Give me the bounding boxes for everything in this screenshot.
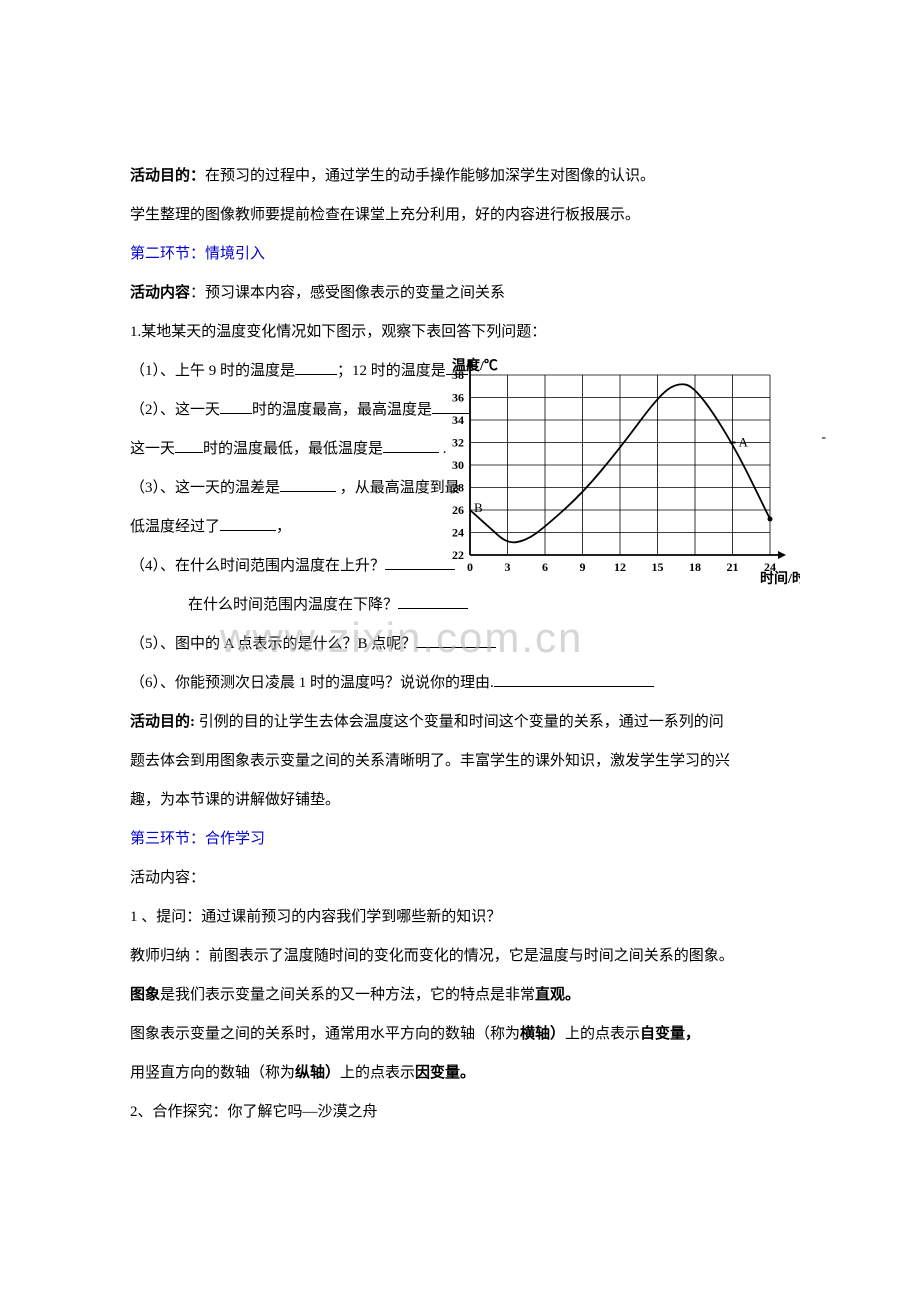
svg-text:22: 22 <box>452 548 464 562</box>
q1-2b: 时的温度最高，最高温度是 <box>252 402 432 418</box>
stage2-goal-1: 活动目的: 引例的目的让学生去体会温度这个变量和时间这个变量的关系，通过一系列的… <box>130 706 790 739</box>
stage3-p5: 用竖直方向的数轴（称为纵轴）上的点表示因变量。 <box>130 1057 790 1090</box>
q1-3d: ， <box>276 519 291 535</box>
stage2-q1: 1.某地某天的温度变化情况如下图示，观察下表回答下列问题： <box>130 316 790 349</box>
svg-text:34: 34 <box>452 413 464 427</box>
stage3-p5c: 上的点表示 <box>340 1065 415 1081</box>
stage2-content: 活动内容：预习课本内容，感受图像表示的变量之间关系 <box>130 277 790 310</box>
blank <box>280 477 336 492</box>
blank <box>220 399 252 414</box>
svg-text:A: A <box>739 435 749 450</box>
q1-6: （6）、你能预测次日凌晨 1 时的温度吗？说说你的理由. <box>130 667 790 700</box>
svg-text:18: 18 <box>689 560 701 574</box>
blank <box>295 360 337 375</box>
blank <box>220 516 276 531</box>
q1-3c-text: 低温度经过了 <box>130 519 220 535</box>
q1-5-text: （5）、图中的 A 点表示的是什么？B 点呢？ <box>130 636 416 652</box>
q1-2a: （2）、这一天 <box>130 402 220 418</box>
svg-text:B: B <box>474 500 483 515</box>
stage2-goal-p1: 引例的目的让学生去体会温度这个变量和时间这个变量的关系，通过一系列的问 <box>195 714 724 730</box>
q1-1a: （1）、上午 9 时的温度是 <box>130 363 295 379</box>
svg-text:28: 28 <box>452 481 464 495</box>
svg-text:21: 21 <box>727 560 739 574</box>
svg-text:9: 9 <box>580 560 586 574</box>
stage2-heading: 第二环节：情境引入 <box>130 238 790 271</box>
stage2-goal-3: 趣，为本节课的讲解做好铺垫。 <box>130 784 790 817</box>
stage3-p1: 1 、提问：通过课前预习的内容我们学到哪些新的知识？ <box>130 901 790 934</box>
svg-text:6: 6 <box>542 560 548 574</box>
stage3-p3: 图象是我们表示变量之间关系的又一种方法，它的特点是非常直观。 <box>130 979 790 1012</box>
stage3-p5b: 纵轴） <box>295 1065 340 1081</box>
blank <box>175 438 203 453</box>
stage3-p5d: 因变量。 <box>415 1065 475 1081</box>
stage3-p4d: 自变量， <box>640 1026 700 1042</box>
q1-2c-text: 这一天 <box>130 441 175 457</box>
stage2-goal-label: 活动目的: <box>130 714 195 730</box>
svg-text:15: 15 <box>652 560 664 574</box>
stage2-content-text: ：预习课本内容，感受图像表示的变量之间关系 <box>190 285 505 301</box>
svg-text:时间/时: 时间/时 <box>760 570 800 585</box>
stage3-p2: 教师归纳 ：前图表示了温度随时间的变化而变化的情况，它是温度与时间之间关系的图象… <box>130 940 790 973</box>
question-chart-row: 22242628303234363803691215182124温度/℃时间/时… <box>130 355 790 622</box>
q1-5: （5）、图中的 A 点表示的是什么？B 点呢？ <box>130 628 790 661</box>
stage3-p4a: 图象表示变量之间的关系时，通常用水平方向的数轴（称为 <box>130 1026 520 1042</box>
blank <box>416 633 496 648</box>
svg-text:36: 36 <box>452 391 464 405</box>
svg-text:3: 3 <box>505 560 511 574</box>
q1-6-text: （6）、你能预测次日凌晨 1 时的温度吗？说说你的理由. <box>130 675 494 691</box>
stage3-content-label: 活动内容： <box>130 862 790 895</box>
svg-text:12: 12 <box>614 560 626 574</box>
q1-4a-text: （4）、在什么时间范围内温度在上升？ <box>130 558 385 574</box>
stage2-goal-2: 题去体会到用图象表示变量之间的关系清晰明了。丰富学生的课外知识，激发学生学习的兴 <box>130 745 790 778</box>
stage3-p4c: 上的点表示 <box>565 1026 640 1042</box>
svg-text:26: 26 <box>452 503 464 517</box>
intro-p2: 学生整理的图像教师要提前检查在课堂上充分利用，好的内容进行板报展示。 <box>130 199 790 232</box>
q1-3a: （3）、这一天的温差是 <box>130 480 280 496</box>
stage2-content-label: 活动内容 <box>130 285 190 301</box>
q1-4b-text: 在什么时间范围内温度在下降？ <box>188 597 398 613</box>
svg-text:32: 32 <box>452 436 464 450</box>
intro-p1-text: 在预习的过程中，通过学生的动手操作能够加深学生对图像的认识。 <box>205 168 655 184</box>
stage3-p3c: 直观。 <box>535 987 580 1003</box>
q1-2d-text: 时的温度最低，最低温度是 <box>203 441 383 457</box>
stage3-p5a: 用竖直方向的数轴（称为 <box>130 1065 295 1081</box>
stage3-p4: 图象表示变量之间的关系时，通常用水平方向的数轴（称为横轴）上的点表示自变量， <box>130 1018 790 1051</box>
dash-mark: - <box>821 423 826 454</box>
intro-p1: 活动目的：在预习的过程中，通过学生的动手操作能够加深学生对图像的认识。 <box>130 160 790 193</box>
stage3-heading: 第三环节：合作学习 <box>130 823 790 856</box>
svg-text:温度/℃: 温度/℃ <box>452 357 498 374</box>
stage3-p6: 2、合作探究：你了解它吗—沙漠之舟 <box>130 1096 790 1129</box>
stage3-p3a: 图象 <box>130 987 160 1003</box>
svg-text:0: 0 <box>467 560 473 574</box>
stage3-p3b: 是我们表示变量之间关系的又一种方法，它的特点是非常 <box>160 987 535 1003</box>
blank <box>494 672 654 687</box>
intro-p1-label: 活动目的： <box>130 168 205 184</box>
svg-text:30: 30 <box>452 458 464 472</box>
temperature-chart-svg: 22242628303234363803691215182124温度/℃时间/时… <box>430 355 800 585</box>
svg-text:24: 24 <box>452 526 464 540</box>
temperature-chart: 22242628303234363803691215182124温度/℃时间/时… <box>430 355 800 598</box>
stage3-p4b: 横轴） <box>520 1026 565 1042</box>
